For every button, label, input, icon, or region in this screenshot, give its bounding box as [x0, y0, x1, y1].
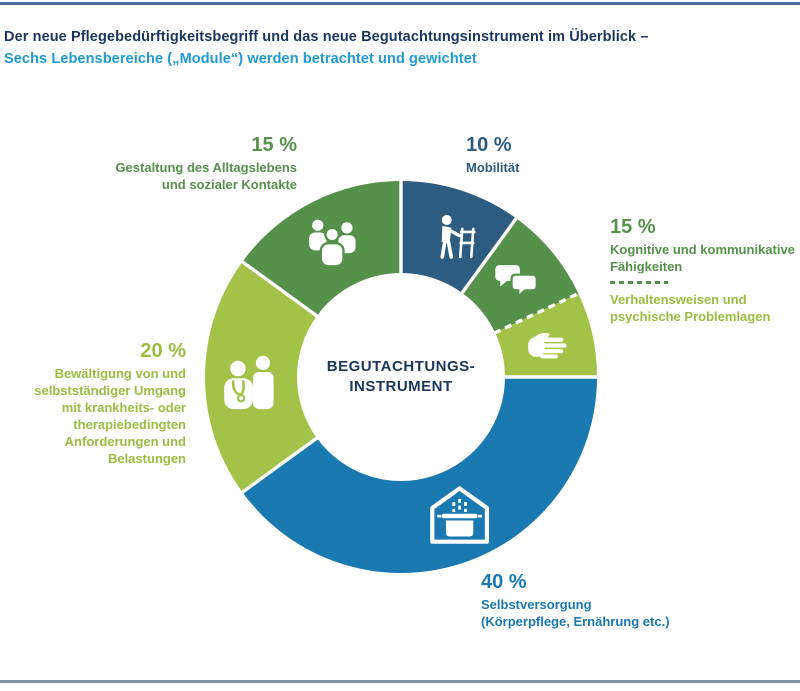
donut-segment-house-cooking-pot — [242, 377, 597, 574]
people-group-icon — [309, 219, 356, 268]
label-kognitive-text: Kognitive und kommunikative Fähigkeiten — [610, 242, 795, 274]
label-selbstversorgung-percent: 40 % — [481, 571, 527, 593]
label-gestaltung: 15 % Gestaltung des Alltagslebens und so… — [47, 134, 297, 193]
segment-divider — [241, 436, 319, 494]
top-rule — [0, 2, 800, 5]
donut-center-label: BEGUTACHTUNGS- INSTRUMENT — [326, 358, 476, 395]
speech-bubbles-icon — [495, 265, 538, 300]
page-title-line2: Sechs Lebensbereiche („Module“) werden b… — [4, 51, 477, 67]
doctor-patient-icon — [224, 355, 274, 410]
label-bewaeltigung: 20 % Bewältigung von und selbstständiger… — [0, 340, 186, 467]
label-kognitive: 15 % Kognitive und kommunikative Fähigke… — [610, 216, 800, 325]
bottom-rule — [0, 680, 800, 683]
label-bewaeltigung-percent: 20 % — [140, 340, 186, 362]
label-kognitive-percent: 15 % — [610, 216, 656, 238]
label-gestaltung-text: Gestaltung des Alltagslebens und soziale… — [115, 160, 297, 192]
house-cooking-pot-icon — [430, 486, 489, 544]
label-selbstversorgung-text: Selbstversorgung (Körperpflege, Ernährun… — [481, 597, 670, 629]
label-gestaltung-percent: 15 % — [251, 134, 297, 156]
hand-icon — [528, 332, 567, 359]
segment-divider — [460, 217, 518, 295]
label-mobilitaet-text: Mobilität — [466, 160, 520, 175]
segment-divider — [493, 292, 580, 335]
label-mobilitaet: 10 % Mobilität — [466, 134, 519, 176]
dashed-divider — [610, 281, 668, 284]
walker-icon — [440, 214, 476, 259]
donut-chart — [204, 181, 597, 574]
label-mobilitaet-percent: 10 % — [466, 134, 512, 156]
label-verhaltensweisen-text: Verhaltensweisen und psychische Probleml… — [610, 292, 771, 324]
label-bewaeltigung-text: Bewältigung von und selbstständiger Umga… — [34, 366, 186, 466]
segment-divider — [241, 260, 319, 318]
label-selbstversorgung: 40 % Selbstversorgung (Körperpflege, Ern… — [481, 571, 781, 630]
header: Der neue Pflegebedürftigkeitsbegriff und… — [4, 26, 796, 70]
page-title-line1: Der neue Pflegebedürftigkeitsbegriff und… — [4, 29, 649, 45]
